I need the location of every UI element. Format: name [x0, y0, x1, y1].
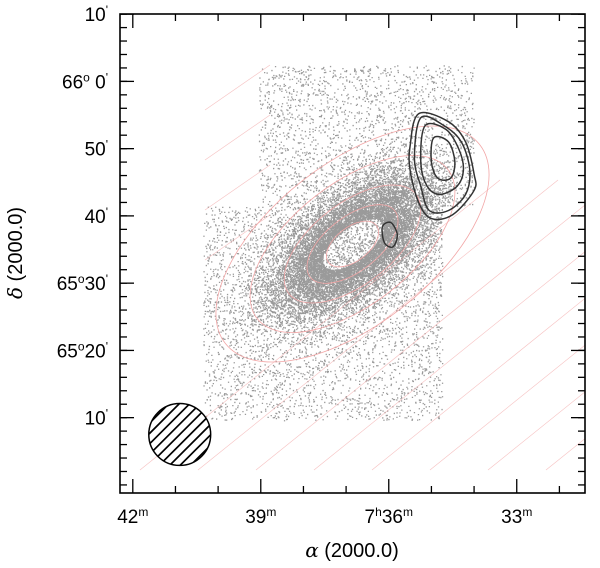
beam-hatch-line [148, 403, 211, 466]
beam-hatch-line [148, 403, 211, 466]
y-tick-label-part: o [78, 272, 85, 286]
hatch-lines [139, 64, 585, 471]
y-axis-title: δ (2000.0) [3, 207, 27, 299]
hatch-line [255, 204, 585, 471]
y-tick-label-part: o [78, 339, 85, 353]
y-tick-label: 50' [85, 138, 108, 161]
y-axis-symbol: δ [3, 287, 27, 299]
hatch-line [371, 298, 585, 471]
x-tick-label-part: m [266, 505, 276, 519]
x-tick-label-part: 42 [117, 507, 138, 528]
hatch-line [204, 114, 271, 161]
y-tick-label: 65o20' [57, 339, 108, 362]
y-tick-label-part: 20 [85, 341, 106, 362]
x-tick-label-part: 36 [382, 507, 403, 528]
beam-hatch-line [148, 403, 211, 466]
isophote-4 [249, 155, 456, 333]
y-tick-label-part: 10 [85, 409, 106, 430]
contour-outer [408, 111, 477, 221]
hatch-line [313, 251, 585, 471]
x-axis-symbol: α [305, 538, 319, 562]
y-tick-label-part: ' [106, 3, 108, 17]
hatch-line [204, 214, 271, 261]
y-tick-label: 66o 0' [62, 70, 108, 93]
beam-hatch-line [148, 403, 211, 466]
y-tick-label-part: ' [106, 272, 108, 286]
y-tick-label-part: ' [106, 70, 108, 84]
plot-frame [119, 13, 586, 494]
x-tick-label-part: 39 [245, 507, 266, 528]
y-tick-label-part: ' [106, 407, 108, 421]
y-tick-label: 10' [85, 3, 108, 26]
y-tick-label-part: 65 [57, 274, 78, 295]
y-tick-label-part: 40 [85, 207, 106, 228]
y-tick-label-part: 65 [57, 341, 78, 362]
beam-outline [148, 402, 212, 467]
x-tick-label-part: 7 [365, 507, 376, 528]
y-tick-label-part: 66 [62, 72, 83, 93]
isophote-5 [215, 125, 490, 363]
x-axis-title-rest: (2000.0) [319, 540, 399, 562]
y-tick-label-part: o [83, 70, 90, 84]
contours [381, 111, 477, 248]
plot-area [139, 64, 585, 471]
x-tick-label-part: m [403, 505, 413, 519]
hatch-line [204, 64, 271, 111]
x-tick-label: 39m [245, 505, 276, 528]
axis-ticks [120, 13, 585, 493]
y-tick-label-part: ' [106, 138, 108, 152]
hatch-line [429, 344, 585, 471]
x-axis-title: α (2000.0) [305, 538, 399, 562]
contour-core [381, 221, 399, 248]
beam-hatch-line [148, 403, 211, 466]
x-tick-label: 42m [117, 505, 148, 528]
x-tick-label-part: m [522, 505, 532, 519]
x-tick-label-part: m [138, 505, 148, 519]
hatch-line [204, 164, 271, 211]
isophote-ellipses [215, 125, 490, 363]
y-tick-label-part: 10 [85, 5, 106, 26]
y-tick-label-part: 30 [85, 274, 106, 295]
hatch-line [487, 391, 585, 471]
x-tick-label: 33m [501, 505, 532, 528]
contour-inner [430, 135, 456, 181]
y-tick-label-part: 0 [90, 72, 106, 93]
isophote-1 [326, 220, 379, 268]
y-tick-label-part: ' [106, 339, 108, 353]
hatch-line [197, 179, 559, 471]
isophote-2 [306, 204, 399, 284]
y-tick-label: 10' [85, 407, 108, 430]
contour-3 [419, 122, 465, 196]
y-tick-label-part: 50 [85, 140, 106, 161]
beam-hatch-line [148, 403, 211, 466]
y-tick-label: 40' [85, 205, 108, 228]
x-tick-label-part: 33 [501, 507, 522, 528]
y-tick-label: 65o30' [57, 272, 108, 295]
contour-2 [413, 115, 471, 214]
y-axis-title-rest: (2000.0) [5, 207, 27, 287]
star-dots [203, 65, 475, 422]
beam-hatch-line [148, 403, 211, 466]
x-tick-label-part: h [375, 505, 382, 519]
beam-hatch-line [148, 403, 211, 466]
beam-hatch-line [148, 403, 211, 466]
x-tick-label: 7h36m [365, 505, 413, 528]
star-density-dots [203, 65, 475, 422]
y-tick-label-part: ' [106, 205, 108, 219]
